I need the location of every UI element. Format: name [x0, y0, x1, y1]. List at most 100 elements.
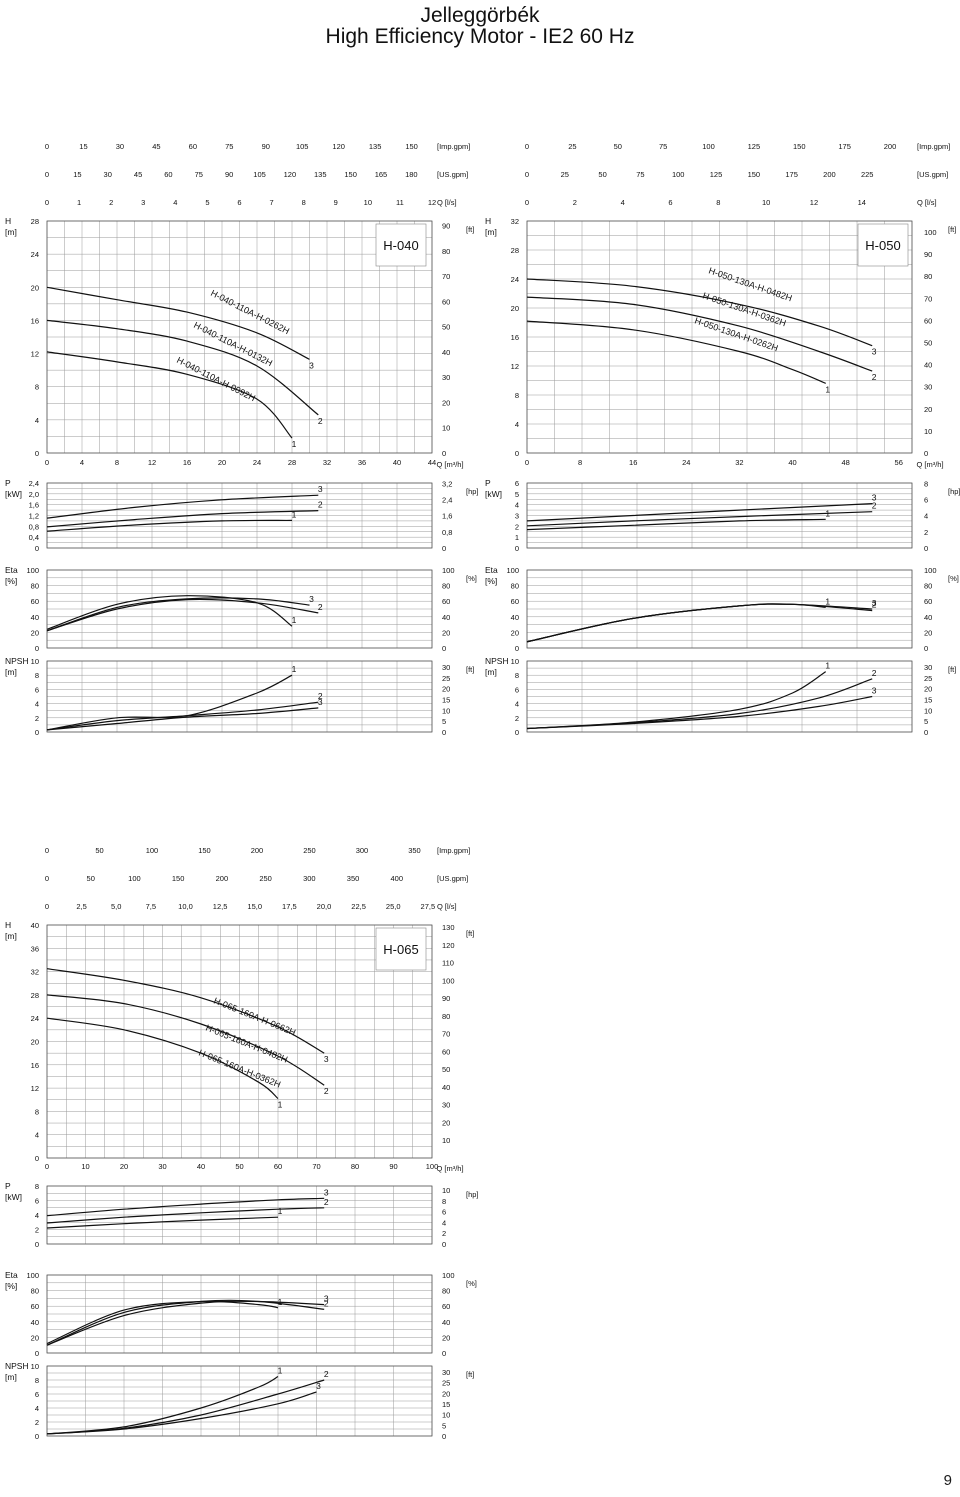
panel-frame — [46, 1365, 433, 1437]
curve-marker: 2 — [318, 602, 323, 612]
curve-npsh-1 — [46, 674, 293, 731]
flow-axis-unit: [US.gpm] — [917, 170, 948, 179]
q-axis-tick: 24 — [682, 458, 690, 467]
flow-axis-tick: 75 — [636, 170, 644, 179]
right-axis-tick: 25 — [442, 1379, 450, 1388]
left-axis-tick: 0 — [515, 449, 519, 458]
panel-right-unit: [ft] — [466, 929, 474, 938]
flow-axis-tick: 14 — [858, 198, 866, 207]
flow-axis-tick: 60 — [164, 170, 172, 179]
flow-axis-tick: 250 — [303, 846, 316, 855]
right-axis-tick: 20 — [924, 405, 932, 414]
right-axis-tick: 5 — [442, 717, 446, 726]
right-axis-tick: 0 — [924, 644, 928, 653]
left-axis-tick: 100 — [26, 1271, 39, 1280]
flow-axis-tick: 0 — [45, 846, 49, 855]
left-axis-tick: 20 — [31, 1038, 39, 1047]
curve-name-label: H-040-110A-H-0092H — [175, 355, 257, 403]
panel-frame — [526, 569, 913, 649]
left-axis-tick: 12 — [31, 1084, 39, 1093]
right-axis-tick: 100 — [442, 566, 455, 575]
flow-axis-tick: 75 — [225, 142, 233, 151]
panel-axis-label: H — [5, 216, 11, 226]
left-axis-tick: 12 — [511, 362, 519, 371]
left-axis-tick: 8 — [35, 1376, 39, 1385]
right-axis-tick: 80 — [442, 1012, 450, 1021]
flow-axis-tick: 22,5 — [351, 902, 366, 911]
flow-axis-tick: 15 — [79, 142, 87, 151]
page-number: 9 — [943, 1472, 952, 1489]
right-axis-tick: 0 — [442, 728, 446, 737]
curve-marker: 2 — [872, 600, 877, 610]
left-axis-tick: 8 — [515, 671, 519, 680]
panel-right-unit: [ft] — [466, 1370, 474, 1379]
flow-axis-tick: 300 — [303, 874, 316, 883]
flow-axis-unit: Q [l/s] — [437, 902, 457, 911]
right-axis-tick: 20 — [442, 1333, 450, 1342]
right-axis-tick: 90 — [442, 994, 450, 1003]
flow-axis-tick: 200 — [216, 874, 229, 883]
panel-grid-head — [526, 220, 913, 454]
flow-axis-tick: 8 — [716, 198, 720, 207]
flow-axis-tick: 11 — [396, 198, 404, 207]
right-axis-tick: 5 — [442, 1421, 446, 1430]
curve-head-1 — [46, 351, 293, 439]
q-axis-tick: 0 — [45, 458, 49, 467]
right-axis-tick: 40 — [442, 613, 450, 622]
curve-efficiency-1 — [46, 1300, 279, 1345]
curve-power-2 — [46, 1207, 325, 1224]
left-axis-tick: 12 — [31, 350, 39, 359]
q-axis-tick: 16 — [183, 458, 191, 467]
left-axis-tick: 0,4 — [29, 533, 39, 542]
left-axis-tick: 0 — [35, 544, 39, 553]
left-axis-tick: 32 — [31, 968, 39, 977]
panel-frame — [526, 660, 913, 733]
right-axis-tick: 8 — [442, 1197, 446, 1206]
flow-axis-tick: 10 — [364, 198, 372, 207]
panel-axis-label: [kW] — [5, 1192, 22, 1202]
right-axis-tick: 70 — [442, 272, 450, 281]
panel-frame — [46, 220, 433, 454]
left-axis-tick: 80 — [31, 582, 39, 591]
left-axis-tick: 28 — [31, 217, 39, 226]
left-axis-tick: 8 — [35, 671, 39, 680]
flow-axis-tick: 75 — [195, 170, 203, 179]
panel-right-unit: [%] — [466, 1279, 477, 1288]
panel-right-unit: [hp] — [466, 487, 479, 496]
model-label: H-065 — [383, 942, 418, 957]
flow-axis-tick: 0 — [45, 142, 49, 151]
flow-axis-tick: 45 — [134, 170, 142, 179]
left-axis-tick: 28 — [31, 991, 39, 1000]
flow-axis-tick: 50 — [95, 846, 103, 855]
curve-efficiency-2 — [46, 598, 319, 632]
right-axis-tick: 0 — [442, 1240, 446, 1249]
q-axis-tick: 56 — [895, 458, 903, 467]
flow-axis-tick: 15,0 — [247, 902, 262, 911]
curve-head-2 — [526, 296, 873, 372]
flow-axis-tick: 2 — [109, 198, 113, 207]
left-axis-tick: 2 — [35, 1418, 39, 1427]
flow-axis-tick: 5 — [205, 198, 209, 207]
q-axis-tick: 44 — [428, 458, 436, 467]
flow-axis-tick: 45 — [152, 142, 160, 151]
left-axis-tick: 24 — [31, 250, 39, 259]
flow-axis-tick: 5,0 — [111, 902, 121, 911]
left-axis-tick: 6 — [35, 1390, 39, 1399]
flow-axis-tick: 15 — [73, 170, 81, 179]
curve-marker: 1 — [292, 509, 297, 519]
curve-marker: 1 — [278, 1297, 283, 1307]
panel-axis-label: [kW] — [485, 489, 502, 499]
curve-head-3 — [526, 278, 873, 347]
panel-right-unit: [ft] — [466, 665, 474, 674]
panel-grid-efficiency — [46, 1274, 433, 1354]
right-axis-tick: 0 — [442, 1349, 446, 1358]
left-axis-tick: 20 — [31, 628, 39, 637]
flow-axis-tick: 27,5 — [421, 902, 436, 911]
right-axis-tick: 20 — [924, 628, 932, 637]
flow-axis-tick: 7,5 — [146, 902, 156, 911]
left-axis-tick: 60 — [31, 597, 39, 606]
curve-marker: 2 — [872, 668, 877, 678]
left-axis-tick: 60 — [31, 1302, 39, 1311]
curve-marker: 1 — [278, 1206, 283, 1216]
left-axis-tick: 80 — [511, 582, 519, 591]
